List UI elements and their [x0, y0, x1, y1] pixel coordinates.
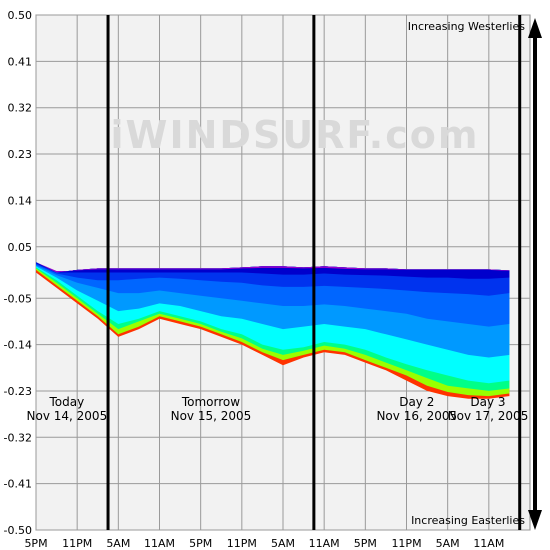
forecast-band-8: [36, 262, 510, 273]
watermark-text: iWINDSURF.com: [111, 113, 480, 157]
x-tick-label: 5PM: [189, 537, 212, 550]
x-tick-label: 5PM: [354, 537, 377, 550]
y-tick-label: -0.14: [4, 339, 32, 352]
x-tick-label: 11AM: [144, 537, 175, 550]
day-name-label: Tomorrow: [181, 395, 240, 409]
forecast-band-7: [36, 262, 510, 279]
annotation-easterlies: Increasing Easterlies: [411, 514, 525, 527]
forecast-areas: [36, 262, 510, 399]
y-tick-label: 0.14: [8, 194, 33, 207]
y-tick-label: -0.32: [4, 431, 32, 444]
x-tick-label: 11AM: [309, 537, 340, 550]
x-tick-label: 5AM: [106, 537, 130, 550]
y-tick-label: 0.05: [8, 241, 33, 254]
x-tick-label: 11PM: [391, 537, 421, 550]
day-dividers: [106, 15, 522, 530]
x-tick-label: 5PM: [24, 537, 47, 550]
annotation-westerlies: Increasing Westerlies: [408, 20, 526, 33]
x-tick-label: 5AM: [271, 537, 295, 550]
y-tick-label: 0.50: [8, 9, 33, 22]
direction-arrow: [528, 18, 542, 530]
y-tick-label: 0.32: [8, 102, 33, 115]
y-tick-label: 0.41: [8, 55, 33, 68]
day-date-label: Nov 14, 2005: [27, 409, 108, 423]
day-date-label: Nov 15, 2005: [171, 409, 252, 423]
x-tick-label: 11PM: [227, 537, 257, 550]
x-tick-label: 11AM: [473, 537, 504, 550]
x-axis-tick-labels: 5PM 11PM 5AM 11AM 5PM 11PM 5AM 11AM 5PM 11PM 5AM 11…: [24, 537, 504, 550]
y-tick-label: -0.23: [4, 385, 32, 398]
y-axis-tick-labels: 0.50 0.41 0.32 0.23 0.14 0.05 -0.05 -0.14 -0.23 -…: [4, 9, 32, 537]
y-tick-label: -0.05: [4, 292, 32, 305]
y-tick-label: 0.23: [8, 148, 33, 161]
day-name-label: Today: [49, 395, 85, 409]
x-tick-label: 5AM: [436, 537, 460, 550]
arrow-head-down: [528, 510, 542, 530]
y-tick-label: -0.50: [4, 524, 32, 537]
day-name-label: Day 2: [399, 395, 434, 409]
day-name-label: Day 3: [470, 395, 505, 409]
day-date-label: Nov 17, 2005: [448, 409, 529, 423]
arrow-head-up: [528, 18, 542, 38]
day-date-label: Nov 16, 2005: [376, 409, 457, 423]
y-tick-label: -0.41: [4, 478, 32, 491]
x-tick-label: 11PM: [62, 537, 92, 550]
watermark: iWINDSURF.com: [111, 113, 480, 157]
